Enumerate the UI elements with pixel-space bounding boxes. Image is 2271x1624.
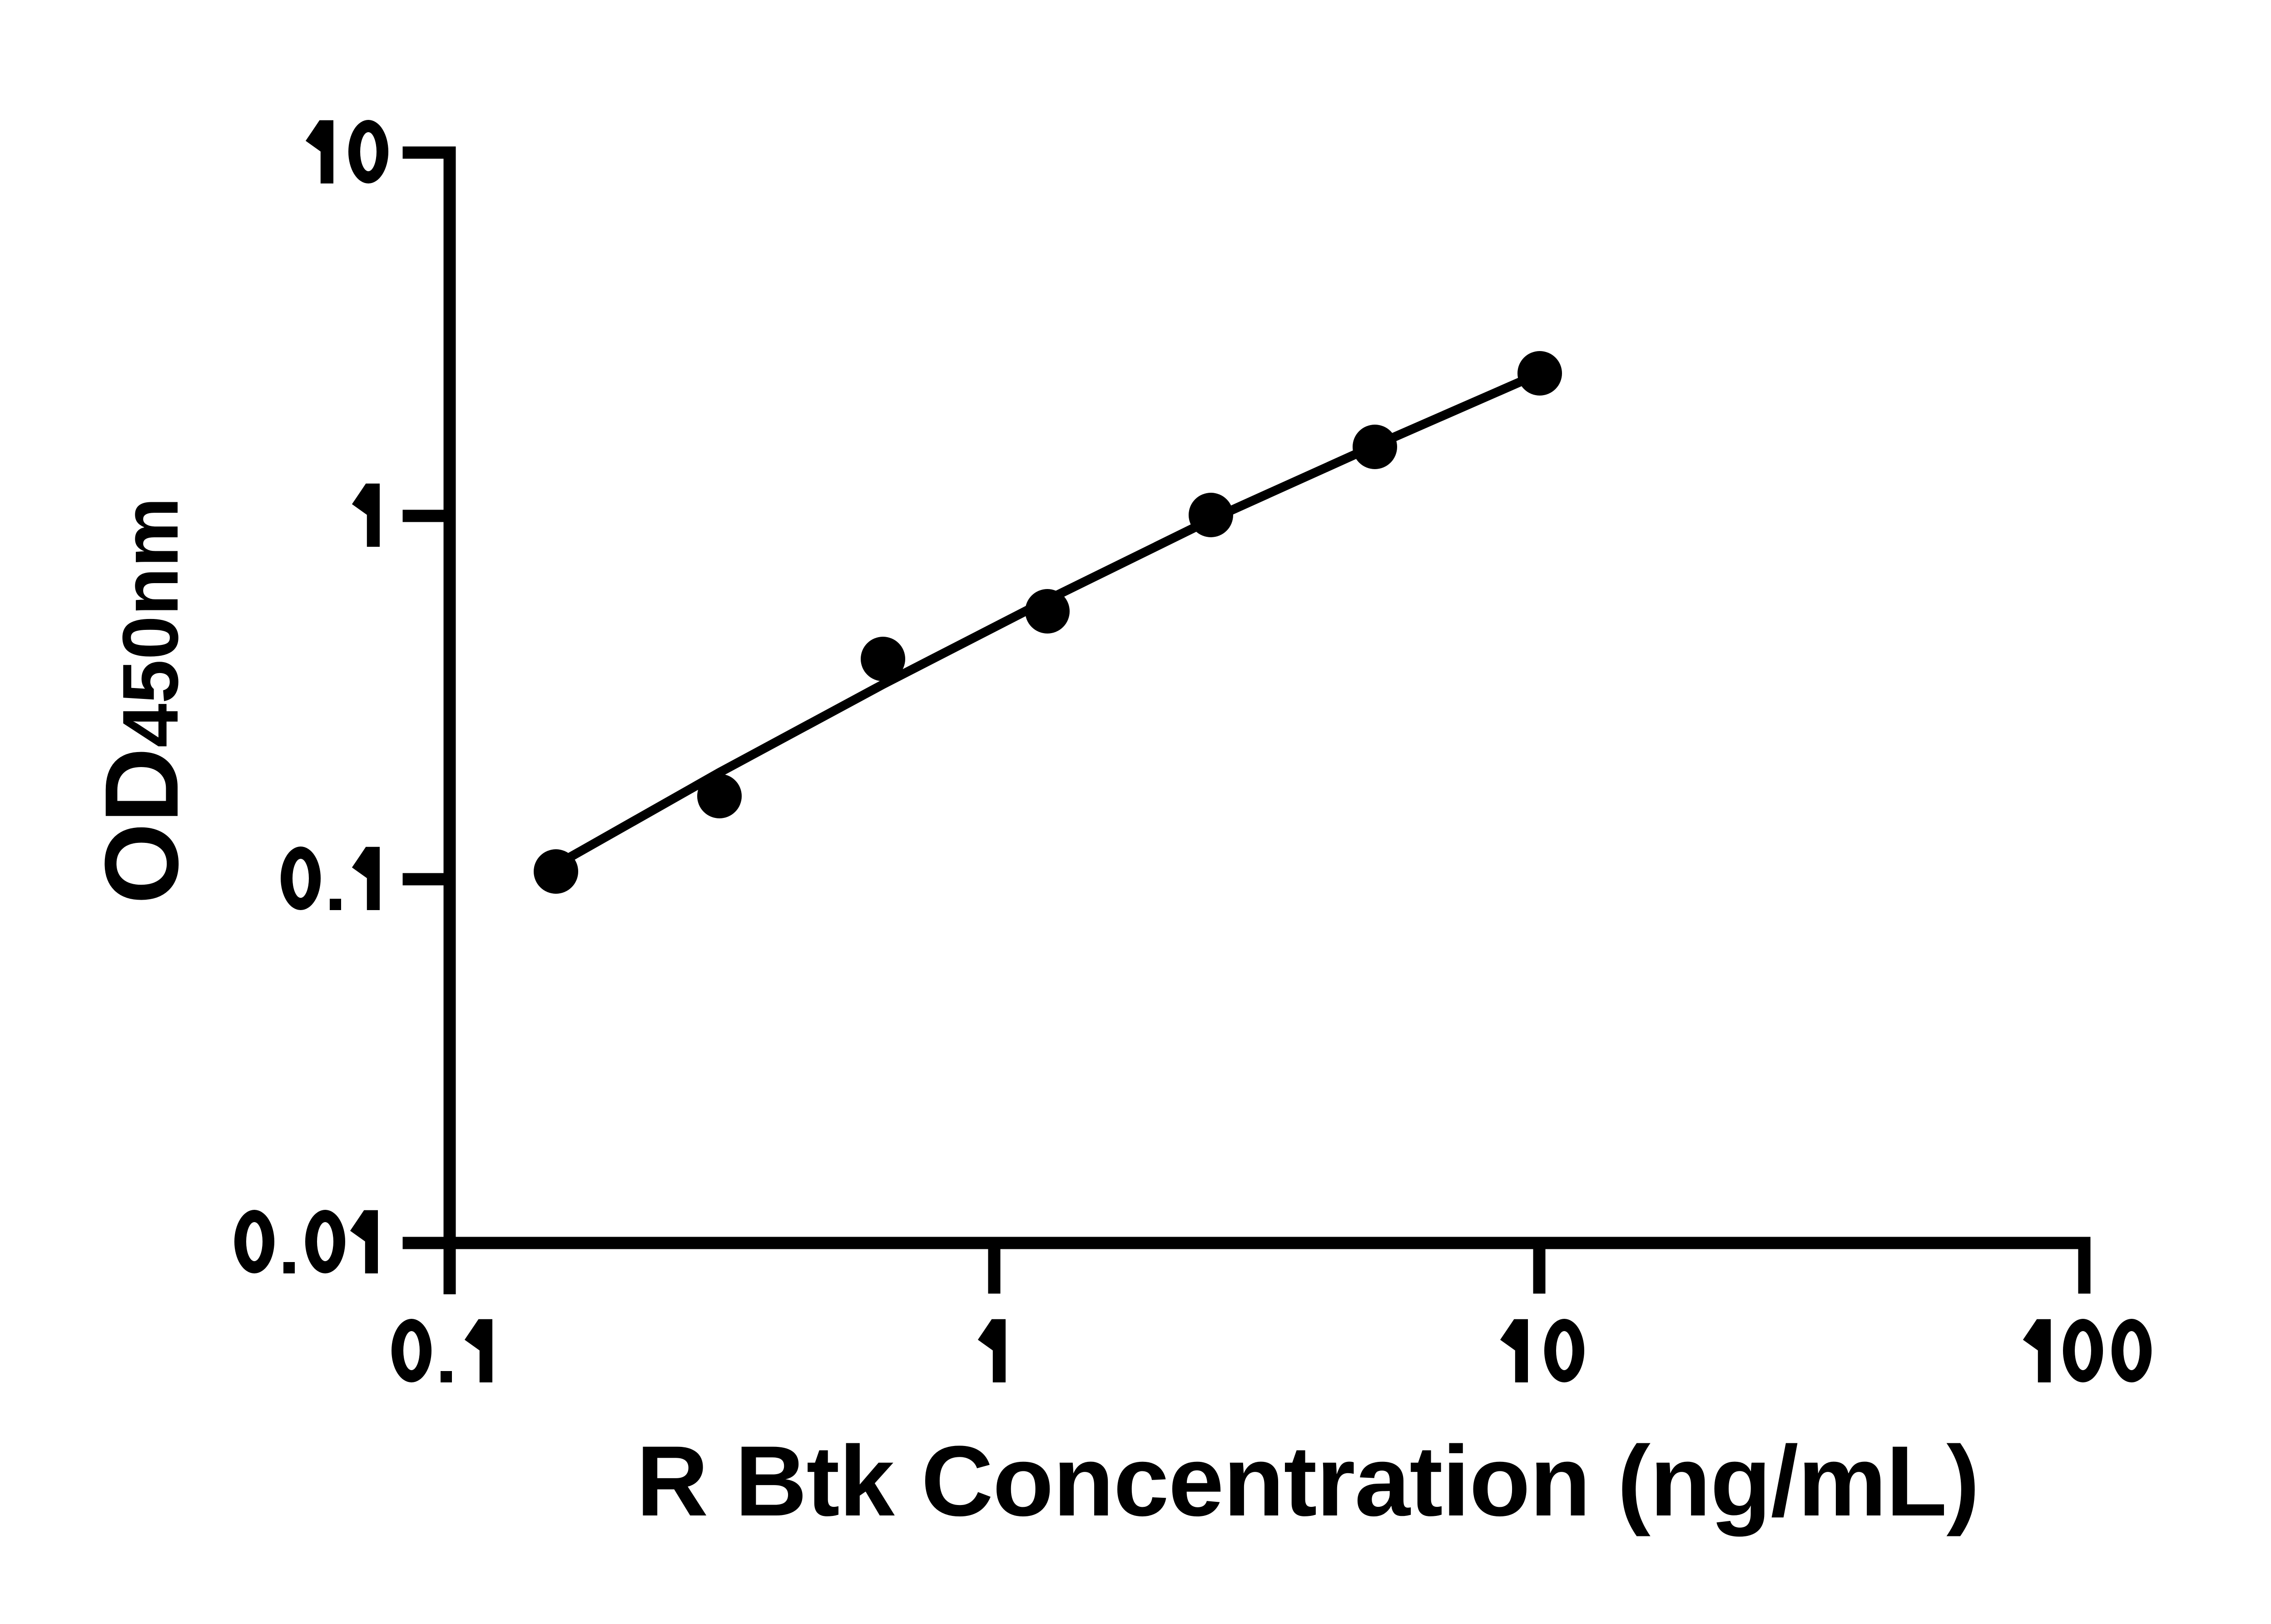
svg-text:R Btk Concentration (ng/mL): R Btk Concentration (ng/mL) (636, 1425, 1979, 1537)
svg-text:OD450nm: OD450nm (83, 497, 200, 904)
